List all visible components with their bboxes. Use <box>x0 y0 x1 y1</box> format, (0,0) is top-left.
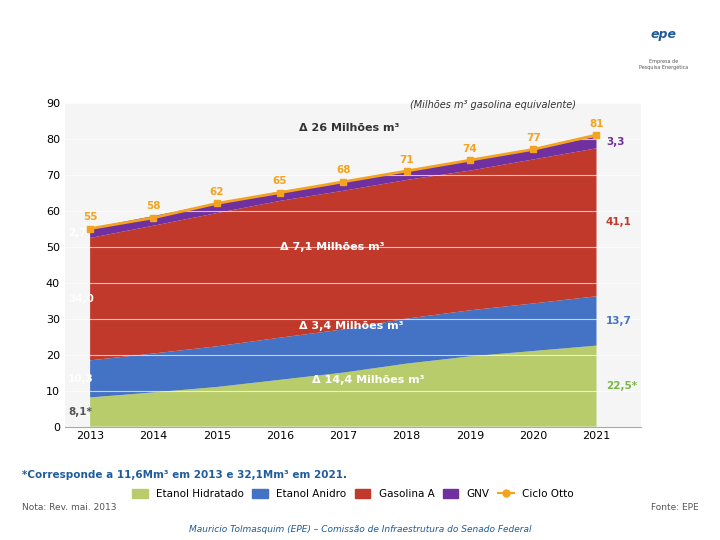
Text: 68: 68 <box>336 165 351 176</box>
Text: 3,3: 3,3 <box>606 137 624 147</box>
FancyBboxPatch shape <box>605 5 720 86</box>
Text: VEÍCULOS LEVES – CICLO OTTO: VEÍCULOS LEVES – CICLO OTTO <box>151 57 439 75</box>
Text: Δ 7,1 Milhões m³: Δ 7,1 Milhões m³ <box>280 242 384 252</box>
Text: Mauricio Tolmasquim (EPE) – Comissão de Infraestrutura do Senado Federal: Mauricio Tolmasquim (EPE) – Comissão de … <box>189 525 531 534</box>
Text: DEMANDA INTERNA DE COMBUSTÍVEIS PARA: DEMANDA INTERNA DE COMBUSTÍVEIS PARA <box>87 21 503 38</box>
Text: Δ 3,4 Milhões m³: Δ 3,4 Milhões m³ <box>299 321 403 332</box>
Text: epe: epe <box>651 29 677 42</box>
Text: 2,7: 2,7 <box>68 228 86 238</box>
Text: Empresa de
Pesquisa Energética: Empresa de Pesquisa Energética <box>639 58 688 70</box>
Text: 13,7: 13,7 <box>606 316 632 326</box>
Text: 65: 65 <box>273 176 287 186</box>
Text: Nota: Rev. mai. 2013: Nota: Rev. mai. 2013 <box>22 503 116 512</box>
Text: (Milhões m³ gasolina equivalente): (Milhões m³ gasolina equivalente) <box>410 100 577 110</box>
Text: 58: 58 <box>146 201 161 211</box>
Text: 55: 55 <box>83 212 97 222</box>
Text: 34,0: 34,0 <box>68 294 94 304</box>
Text: Fonte: EPE: Fonte: EPE <box>651 503 698 512</box>
Text: 74: 74 <box>462 144 477 154</box>
Text: 41,1: 41,1 <box>606 217 632 227</box>
Text: 22,5*: 22,5* <box>606 381 637 391</box>
Text: 77: 77 <box>526 133 541 143</box>
Text: 81: 81 <box>589 118 604 129</box>
Text: 10,3: 10,3 <box>68 374 94 384</box>
Text: 8,1*: 8,1* <box>68 407 92 417</box>
Text: Δ 26 Milhões m³: Δ 26 Milhões m³ <box>299 124 400 133</box>
Legend: Etanol Hidratado, Etanol Anidro, Gasolina A, GNV, Ciclo Otto: Etanol Hidratado, Etanol Anidro, Gasolin… <box>129 486 577 502</box>
Text: *Corresponde a 11,6Mm³ em 2013 e 32,1Mm³ em 2021.: *Corresponde a 11,6Mm³ em 2013 e 32,1Mm³… <box>22 470 346 480</box>
Text: 62: 62 <box>210 187 224 197</box>
Text: Δ 14,4 Milhões m³: Δ 14,4 Milhões m³ <box>312 375 424 386</box>
Text: 71: 71 <box>400 154 414 165</box>
